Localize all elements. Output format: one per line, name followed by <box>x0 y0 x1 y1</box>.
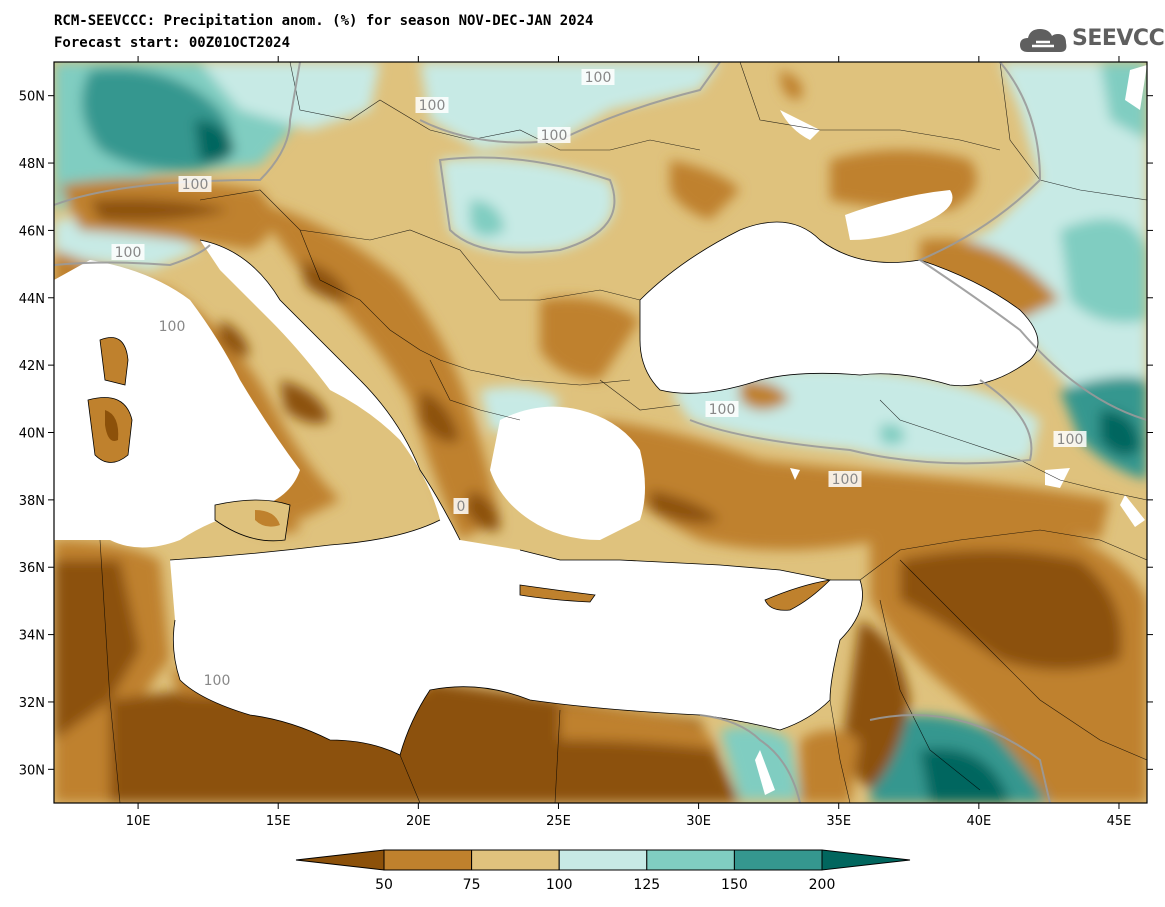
lon-tick-label: 40E <box>966 814 991 829</box>
contour-label: 100 <box>585 70 612 86</box>
lat-tick-label: 38N <box>19 494 45 509</box>
contour-label: 100 <box>709 402 736 418</box>
lat-tick-label: 30N <box>19 763 45 778</box>
contour-label-bg <box>537 127 571 143</box>
contour-label: 0 <box>457 499 466 515</box>
contour-label-bg <box>178 176 212 192</box>
contour-label: 100 <box>159 319 186 335</box>
colorbar-box <box>558 849 648 871</box>
lon-tick-label: 15E <box>266 814 291 829</box>
colorbar-tick-label: 150 <box>721 877 748 893</box>
contour-label-bg <box>1053 431 1087 447</box>
colorbar-tick-label: 200 <box>809 877 836 893</box>
contour-label-bg <box>415 97 449 113</box>
contour-label: 100 <box>541 128 568 144</box>
contour-label-bg <box>453 498 469 514</box>
contour-100 <box>54 62 1147 803</box>
lat-tick-label: 48N <box>19 157 45 172</box>
contour-label: 100 <box>419 98 446 114</box>
lat-tick-label: 46N <box>19 224 45 239</box>
forecast-start-label: Forecast start: 00Z01OCT2024 <box>54 35 291 51</box>
contour-label-bg <box>705 401 739 417</box>
lat-tick-label: 32N <box>19 696 45 711</box>
lat-tick-label: 34N <box>19 629 45 644</box>
contour-label-bg <box>200 672 234 688</box>
contour-label-bg <box>155 318 189 334</box>
colorbar-arrow-low <box>295 849 385 871</box>
lat-tick-label: 50N <box>19 90 45 105</box>
islands <box>88 337 830 611</box>
contour-label: 100 <box>115 245 142 261</box>
lon-tick-label: 35E <box>826 814 851 829</box>
contour-label: 100 <box>832 472 859 488</box>
contour-label: 100 <box>204 673 231 689</box>
lat-tick-label: 40N <box>19 427 45 442</box>
colorbar: 50 75 100 125 150 200 <box>295 849 911 893</box>
seevccc-logo: SEEVCCC <box>1018 22 1165 58</box>
anomaly-field: 100 100 100 100 100 100 100 100 100 100 0 <box>54 62 1147 803</box>
contour-label: 100 <box>182 177 209 193</box>
map-title: RCM-SEEVCCC: Precipitation anom. (%) for… <box>54 13 594 29</box>
lat-tick-label: 36N <box>19 561 45 576</box>
lon-tick-label: 30E <box>686 814 711 829</box>
cloud-icon <box>1020 29 1067 52</box>
lon-tick-label: 25E <box>546 814 571 829</box>
logo-text: SEEVCCC <box>1072 26 1165 51</box>
colorbar-tick-label: 100 <box>546 877 573 893</box>
lon-tick-label: 45E <box>1107 814 1132 829</box>
lon-tick-label: 20E <box>406 814 431 829</box>
sea-mask <box>54 65 1147 795</box>
lat-tick-label: 44N <box>19 292 45 307</box>
colorbar-box <box>471 849 560 871</box>
colorbar-tick-label: 125 <box>633 877 660 893</box>
colorbar-tick-label: 50 <box>375 877 393 893</box>
colorbar-box <box>733 849 823 871</box>
contour-label-bg <box>828 471 862 487</box>
longitude-axis: 10E 15E 20E 25E 30E 35E 40E 45E <box>126 56 1132 829</box>
colorbar-box <box>646 849 735 871</box>
latitude-axis: 50N 48N 46N 44N 42N 40N 38N 36N 34N 32N 30N <box>19 90 1153 778</box>
lat-tick-label: 42N <box>19 359 45 374</box>
country-borders <box>99 62 1147 803</box>
contour-label: 100 <box>1057 432 1084 448</box>
colorbar-box <box>383 849 473 871</box>
contour-label-bg <box>581 69 615 85</box>
contour-label-bg <box>111 244 145 260</box>
colorbar-tick-label: 75 <box>463 877 481 893</box>
colorbar-arrow-high <box>821 849 911 871</box>
lon-tick-label: 10E <box>126 814 151 829</box>
contour-labels: 100 100 100 100 100 100 100 100 100 100 0 <box>111 69 1087 689</box>
